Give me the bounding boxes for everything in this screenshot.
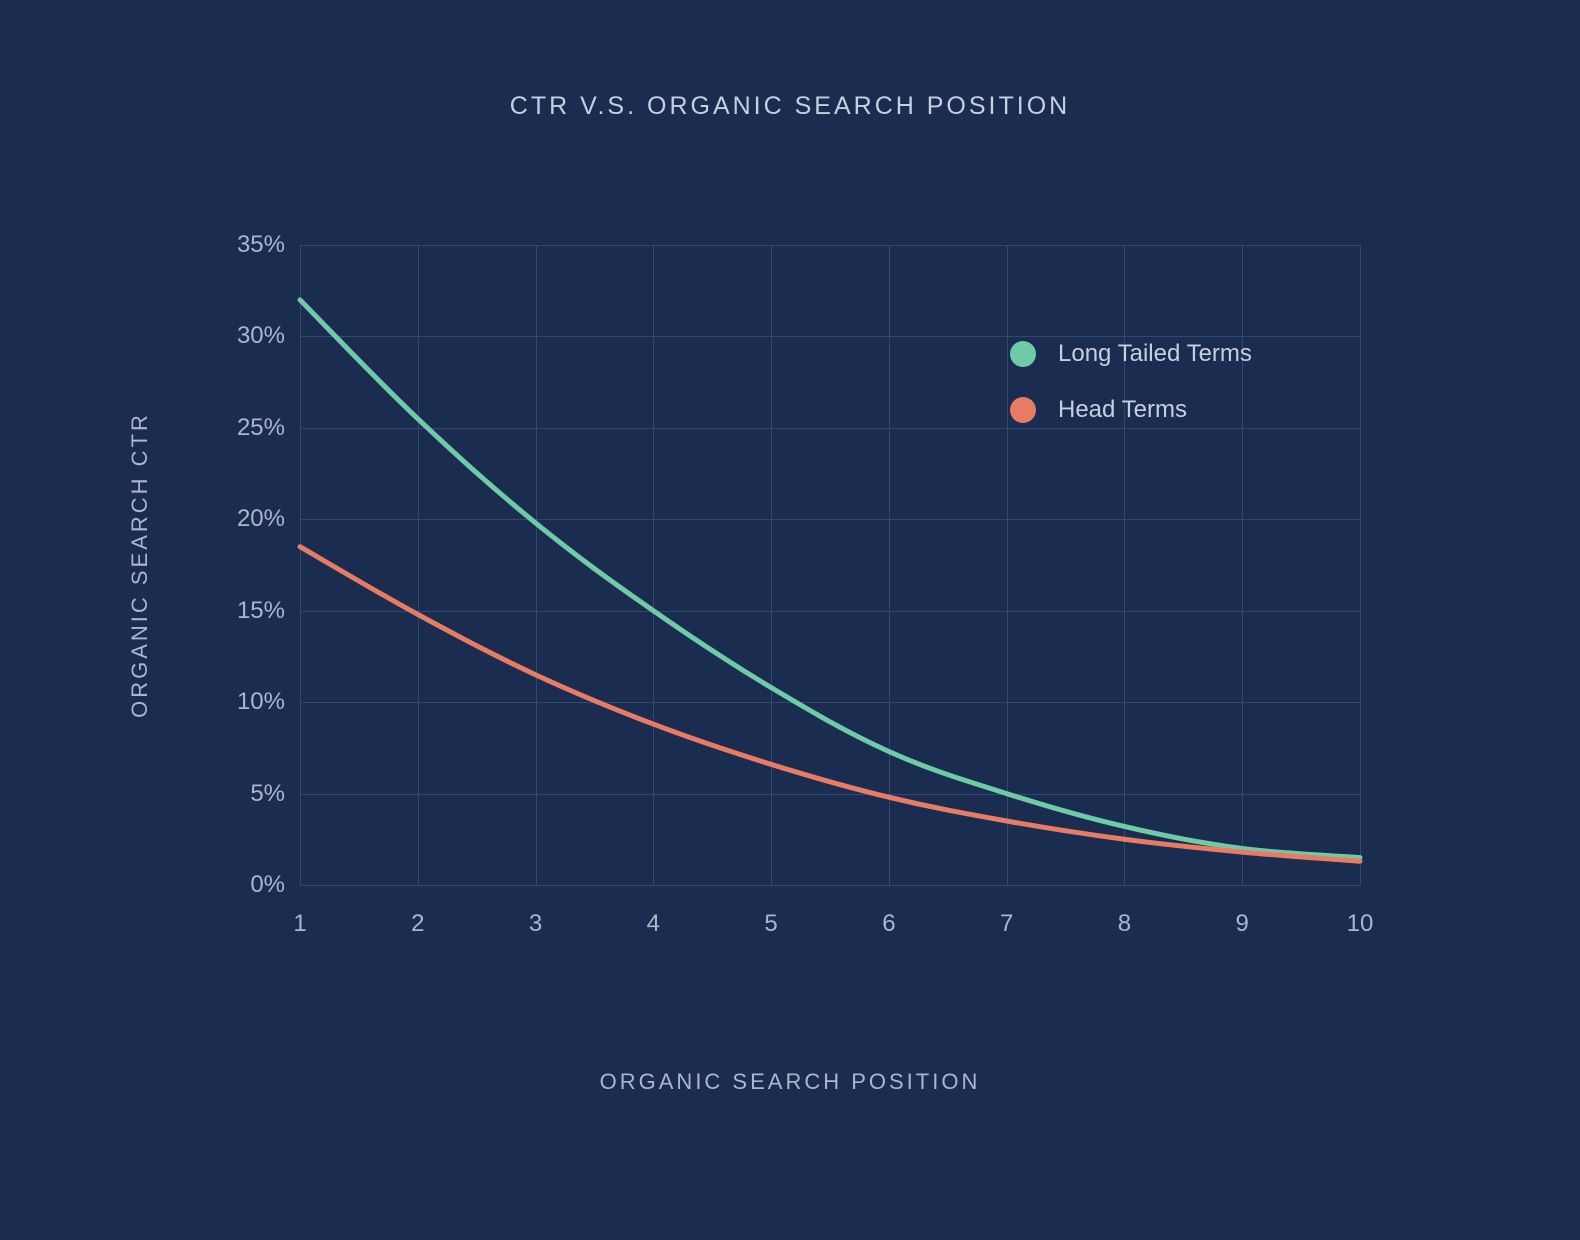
y-tick-label: 20%	[165, 505, 285, 533]
x-tick-label: 10	[1340, 910, 1380, 938]
legend-item: Long Tailed Terms	[1010, 340, 1252, 368]
y-tick-label: 5%	[165, 780, 285, 808]
x-axis-label: ORGANIC SEARCH POSITION	[0, 1069, 1580, 1095]
x-tick-label: 9	[1222, 910, 1262, 938]
y-tick-label: 10%	[165, 688, 285, 716]
y-tick-label: 15%	[165, 597, 285, 625]
legend-label: Head Terms	[1058, 396, 1187, 424]
chart-legend: Long Tailed Terms Head Terms	[1010, 340, 1252, 452]
plot-area: 0%5%10%15%20%25%30%35%12345678910Long Ta…	[300, 245, 1360, 885]
chart-container: CTR V.S. ORGANIC SEARCH POSITION ORGANIC…	[0, 0, 1580, 1240]
grid-line-horizontal	[300, 885, 1360, 886]
x-tick-label: 3	[516, 910, 556, 938]
x-tick-label: 7	[987, 910, 1027, 938]
y-tick-label: 25%	[165, 414, 285, 442]
y-tick-label: 30%	[165, 322, 285, 350]
x-tick-label: 6	[869, 910, 909, 938]
legend-label: Long Tailed Terms	[1058, 340, 1252, 368]
x-tick-label: 5	[751, 910, 791, 938]
legend-swatch-icon	[1010, 397, 1036, 423]
grid-line-vertical	[1360, 245, 1361, 885]
x-tick-label: 8	[1104, 910, 1144, 938]
x-tick-label: 1	[280, 910, 320, 938]
legend-swatch-icon	[1010, 341, 1036, 367]
x-tick-label: 4	[633, 910, 673, 938]
series-line	[300, 547, 1360, 862]
x-tick-label: 2	[398, 910, 438, 938]
y-axis-label: ORGANIC SEARCH CTR	[127, 412, 153, 718]
y-tick-label: 0%	[165, 871, 285, 899]
chart-title: CTR V.S. ORGANIC SEARCH POSITION	[0, 92, 1580, 121]
y-tick-label: 35%	[165, 231, 285, 259]
legend-item: Head Terms	[1010, 396, 1252, 424]
